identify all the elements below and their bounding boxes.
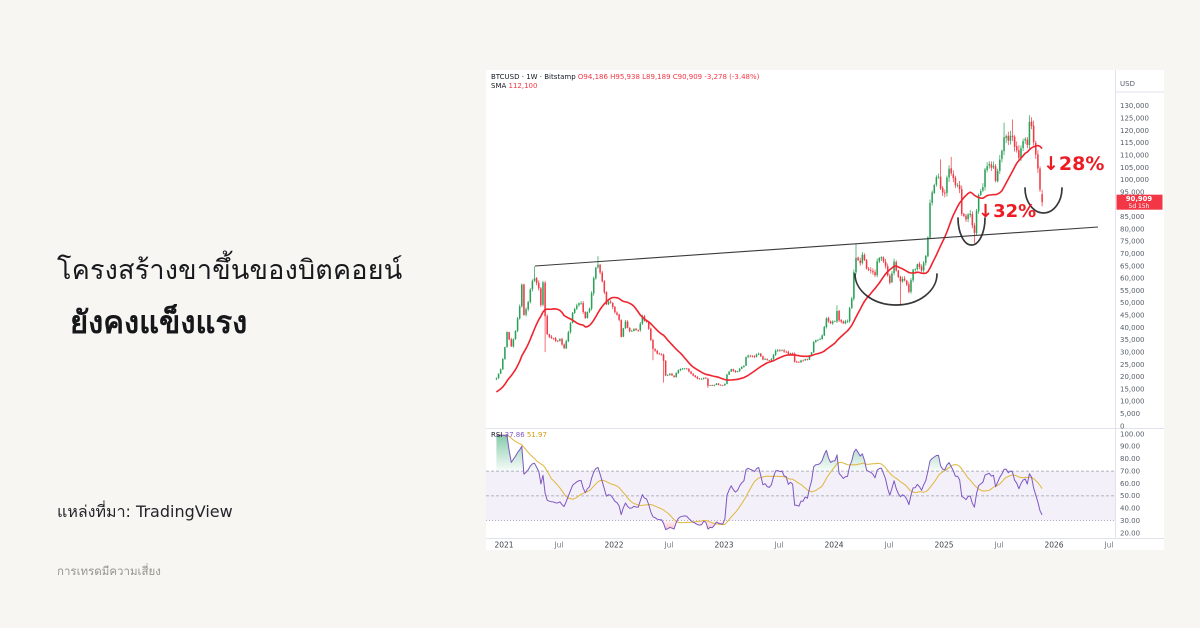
time-tick-label: 2022: [604, 541, 623, 550]
price-tick-label: 70,000: [1120, 250, 1145, 258]
rsi-indicator-header: RSI 37.86 51.97: [491, 431, 547, 439]
rsi-tick-label: 80.00: [1120, 455, 1140, 463]
rsi-tick-label: 30.00: [1120, 517, 1140, 525]
time-tick-label: Jul: [1103, 541, 1113, 550]
time-tick-label: Jul: [773, 541, 783, 550]
price-axis-unit: USD: [1120, 80, 1135, 88]
time-tick-label: Jul: [993, 541, 1003, 550]
rsi-tick-label: 60.00: [1120, 480, 1140, 488]
price-tick-label: 5,000: [1120, 410, 1140, 418]
price-tick-label: 25,000: [1120, 361, 1145, 369]
price-tick-label: 65,000: [1120, 262, 1145, 270]
rsi-overbought-fill: [849, 449, 869, 472]
price-tick-label: 0: [1120, 422, 1124, 430]
last-price-value: 90,909: [1126, 195, 1152, 203]
tradingview-chart-panel[interactable]: ↓32% ↓28% USD 0 5,000 10,000 15,000 20,000 25,00…: [486, 70, 1164, 550]
price-tick-label: 55,000: [1120, 287, 1145, 295]
price-tick-label: 115,000: [1120, 139, 1149, 147]
rsi-tick-label: 50.00: [1120, 492, 1140, 500]
price-tick-label: 125,000: [1120, 115, 1149, 123]
last-price-badge: [1116, 194, 1163, 210]
rsi-overbought-fill: [813, 450, 840, 472]
price-tick-label: 50,000: [1120, 299, 1145, 307]
price-tick-label: 95,000: [1120, 188, 1145, 196]
price-tick-label: 15,000: [1120, 385, 1145, 393]
disclaimer-text: การเทรดมีความเสี่ยง: [57, 564, 161, 578]
price-tick-label: 80,000: [1120, 225, 1145, 233]
cup-arc-3[interactable]: [1024, 187, 1063, 214]
rsi-overbought-fill: [528, 463, 539, 472]
price-chart[interactable]: ↓32% ↓28% USD 0 5,000 10,000 15,000 20,000 25,00…: [486, 70, 1164, 550]
rsi-tick-label: 90.00: [1120, 443, 1140, 451]
rsi-value: 37.86: [504, 431, 525, 439]
headline-line2: ยังคงแข็งแรง: [70, 305, 248, 341]
headline-highlight: ยังคงแข็งแรง: [57, 293, 262, 356]
time-tick-label: 2025: [934, 541, 953, 550]
price-tick-label: 75,000: [1120, 238, 1145, 246]
time-tick-label: Jul: [663, 541, 673, 550]
time-tick-label: 2021: [494, 541, 513, 550]
time-tick-label: 2023: [714, 541, 733, 550]
price-tick-label: 85,000: [1120, 213, 1145, 221]
price-tick-label: 30,000: [1120, 348, 1145, 356]
price-tick-label: 35,000: [1120, 336, 1145, 344]
cup-arc-2[interactable]: [957, 217, 986, 246]
rsi-band: [486, 471, 1115, 521]
time-tick-label: Jul: [553, 541, 563, 550]
price-tick-label: 110,000: [1120, 151, 1149, 159]
price-tick-label: 45,000: [1120, 312, 1145, 320]
trendline[interactable]: [534, 226, 1099, 267]
time-tick-label: 2024: [824, 541, 843, 550]
rsi-label: RSI: [491, 431, 503, 439]
price-tick-label: 100,000: [1120, 176, 1149, 184]
headline-line1: โครงสร้างขาขึ้นของบิตคอยน์: [57, 255, 403, 286]
source-label: แหล่งที่มา: TradingView: [57, 502, 233, 521]
rsi-line: [496, 434, 1043, 531]
rsi-oversold-fill: [693, 520, 725, 530]
symbol-title: BTCUSD · 1W · Bitstamp: [491, 73, 576, 81]
price-tick-label: 20,000: [1120, 373, 1145, 381]
drawdown-label-1: ↓32%: [978, 201, 1036, 222]
rsi-ma-value: 51.97: [526, 431, 547, 439]
time-tick-label: 2026: [1044, 541, 1063, 550]
change-value: -3,278 (-3.48%): [704, 73, 760, 81]
time-tick-label: Jul: [883, 541, 893, 550]
price-tick-label: 105,000: [1120, 164, 1149, 172]
price-tick-label: 130,000: [1120, 102, 1149, 110]
drawdown-label-2: ↓28%: [1043, 153, 1104, 175]
price-tick-label: 120,000: [1120, 127, 1149, 135]
rsi-tick-label: 70.00: [1120, 467, 1140, 475]
sma-line: [495, 144, 1043, 393]
price-tick-label: 40,000: [1120, 324, 1145, 332]
rsi-tick-label: 40.00: [1120, 505, 1140, 513]
sma-value: 112,100: [508, 82, 538, 90]
ohlc-values: O94,186 H95,938 L89,189 C90,909: [577, 73, 703, 81]
sma-label: SMA: [491, 82, 507, 90]
price-tick-label: 60,000: [1120, 275, 1145, 283]
bar-countdown: 5d 15h: [1129, 203, 1150, 210]
rsi-overbought-fill: [496, 435, 524, 472]
price-tick-label: 10,000: [1120, 398, 1145, 406]
chart-symbol-header: BTCUSD · 1W · Bitstamp O94,186 H95,938 L…: [491, 73, 759, 91]
rsi-tick-label: 100.00: [1120, 430, 1145, 438]
rsi-tick-label: 20.00: [1120, 529, 1140, 537]
cup-arc-1[interactable]: [854, 273, 938, 306]
candles-layer: [495, 115, 1043, 388]
